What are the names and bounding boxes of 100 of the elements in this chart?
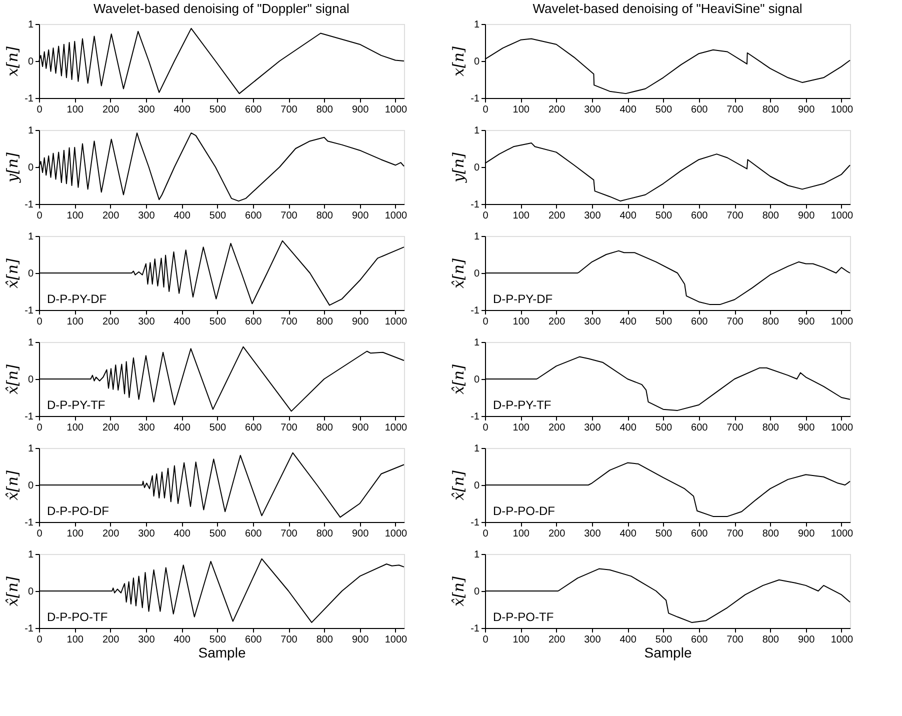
x-tick-label: 800 [762,528,780,540]
y-tick-label: 0 [474,374,480,386]
x-tick-label: 400 [174,422,191,434]
x-tick-label: 200 [548,634,566,646]
y-tick-label: 1 [474,20,480,30]
x-tick-label: 600 [691,422,708,434]
x-tick-label: 500 [655,104,672,116]
x-tick-label: 600 [691,104,708,116]
x-tick-label: 700 [280,422,298,434]
x-tick-label: 1000 [830,634,854,646]
annotation: D-P-PO-TF [47,610,108,624]
y-axis-title: x̂[n] [4,258,22,288]
annotation: D-P-PY-TF [47,398,106,412]
y-tick-label: -1 [470,518,480,528]
y-tick-label: -1 [24,412,34,422]
y-axis-title: x̂[n] [4,364,22,394]
x-tick-label: 900 [352,210,370,222]
x-tick-label: 800 [762,104,780,116]
y-tick-label: -1 [24,306,34,316]
x-tick-label: 200 [548,210,566,222]
x-tick-label: 1000 [384,422,408,434]
annotation: D-P-PY-DF [493,292,553,306]
annotation: D-P-PO-TF [493,610,554,624]
y-tick-label: 1 [474,444,480,454]
x-tick-label: 0 [482,316,489,328]
y-axis-title: x̂[n] [450,364,468,394]
x-tick-label: 100 [512,528,530,540]
x-tick-label: 900 [798,422,816,434]
annotation: D-P-PY-DF [47,292,107,306]
x-tick-label: 400 [620,634,637,646]
x-tick-label: 900 [798,210,816,222]
x-tick-label: 600 [245,422,262,434]
x-tick-label: 800 [316,528,334,540]
x-tick-label: 600 [245,528,262,540]
y-tick-label: -1 [470,624,480,634]
y-tick-label: 0 [28,374,34,386]
y-axis-title: x[n] [4,46,22,76]
x-tick-label: 400 [174,528,191,540]
y-tick-label: -1 [24,624,34,634]
y-axis-title: x̂[n] [4,576,22,606]
x-tick-label: 300 [584,422,602,434]
x-tick-label: 1000 [830,422,854,434]
y-tick-label: 0 [28,480,34,492]
x-tick-label: 600 [691,528,708,540]
y-axis-title: x[n] [450,46,468,76]
x-tick-label: 600 [691,316,708,328]
x-tick-label: 300 [138,634,156,646]
x-tick-label: 500 [209,104,226,116]
y-tick-label: 1 [28,550,34,560]
x-tick-label: 800 [316,210,334,222]
x-tick-label: 1000 [830,210,854,222]
x-tick-label: 800 [762,422,780,434]
x-tick-label: 500 [655,210,672,222]
x-tick-label: 0 [36,210,43,222]
y-tick-label: 0 [474,268,480,280]
y-tick-label: -1 [470,306,480,316]
x-tick-label: 400 [620,422,637,434]
x-tick-label: 1000 [830,104,854,116]
x-tick-label: 800 [762,316,780,328]
x-tick-label: 300 [138,210,156,222]
x-tick-label: 100 [512,422,530,434]
x-tick-label: 300 [138,104,156,116]
x-tick-label: 700 [280,104,298,116]
chart-title: Wavelet-based denoising of "HeaviSine" signal [532,1,802,16]
x-tick-label: 900 [798,104,816,116]
x-tick-label: 100 [512,104,530,116]
x-tick-label: 100 [66,528,84,540]
x-tick-label: 900 [798,528,816,540]
x-tick-label: 1000 [384,528,408,540]
x-tick-label: 700 [726,104,744,116]
y-tick-label: 0 [28,56,34,68]
x-tick-label: 500 [209,422,226,434]
x-tick-label: 1000 [384,104,408,116]
y-tick-label: -1 [24,94,34,104]
x-tick-label: 700 [280,634,298,646]
x-tick-label: 100 [66,634,84,646]
x-tick-label: 200 [548,104,566,116]
annotation: D-P-PY-TF [493,398,552,412]
x-tick-label: 100 [66,104,84,116]
x-tick-label: 600 [691,634,708,646]
x-tick-label: 800 [316,104,334,116]
x-tick-label: 300 [584,528,602,540]
x-tick-label: 100 [512,210,530,222]
x-tick-label: 700 [280,528,298,540]
x-tick-label: 0 [36,316,43,328]
x-tick-label: 400 [620,316,637,328]
x-tick-label: 0 [482,210,489,222]
y-tick-label: 0 [28,162,34,174]
x-tick-label: 400 [620,104,637,116]
y-tick-label: 1 [28,444,34,454]
x-tick-label: 400 [174,634,191,646]
x-tick-label: 900 [352,104,370,116]
x-tick-label: 800 [316,422,334,434]
x-tick-label: 200 [548,316,566,328]
y-axis-title: y[n] [4,152,22,184]
x-tick-label: 200 [102,316,120,328]
x-axis-title: Sample [198,644,246,660]
x-tick-label: 300 [584,210,602,222]
y-tick-label: 1 [28,232,34,242]
y-tick-label: 0 [28,586,34,598]
